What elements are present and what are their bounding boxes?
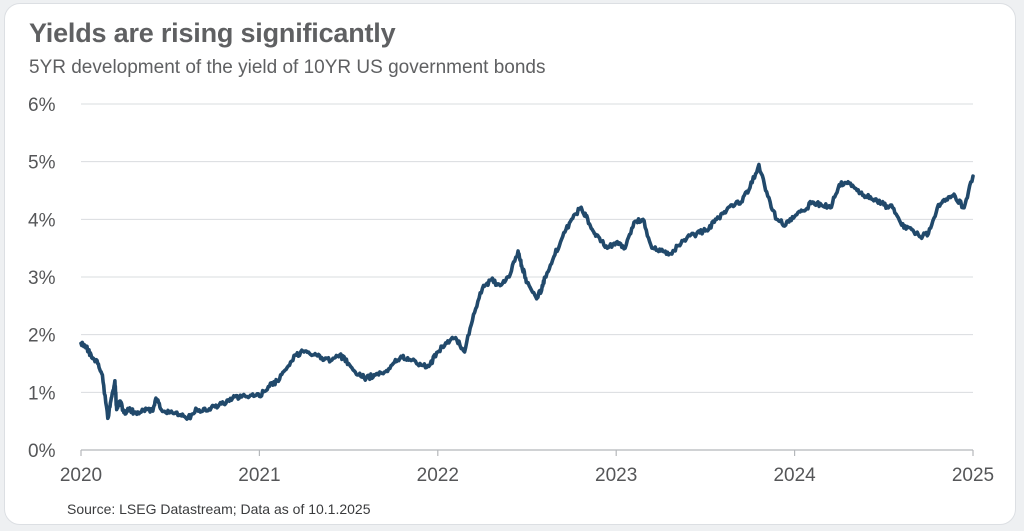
series-group xyxy=(79,162,975,421)
x-tick-label: 2023 xyxy=(595,465,637,486)
y-tick-label: 4% xyxy=(28,210,56,231)
chart-card: Yields are rising significantly 5YR deve… xyxy=(4,3,1016,525)
x-tick-label: 2024 xyxy=(773,465,816,486)
y-tick-label: 0% xyxy=(28,441,56,462)
y-tick-label: 1% xyxy=(28,383,56,404)
x-tick-label: 2020 xyxy=(60,465,102,486)
y-tick-label: 5% xyxy=(28,153,56,174)
chart-subtitle: 5YR development of the yield of 10YR US … xyxy=(29,57,546,78)
yield-series-line xyxy=(79,162,975,421)
chart-title: Yields are rising significantly xyxy=(29,18,396,48)
y-tick-label: 6% xyxy=(28,95,56,116)
y-tick-label: 3% xyxy=(28,268,56,289)
x-tick-label: 2025 xyxy=(952,465,994,486)
x-tick-label: 2022 xyxy=(417,465,459,486)
source-note: Source: LSEG Datastream; Data as of 10.1… xyxy=(67,501,371,517)
y-axis-ticks: 0% 1% 2% 3% 4% 5% 6% xyxy=(28,95,56,462)
x-tick-label: 2021 xyxy=(238,465,280,486)
grid-lines xyxy=(81,103,973,451)
y-tick-label: 2% xyxy=(28,326,56,347)
x-axis-ticks: 2020 2021 2022 2023 2024 2025 xyxy=(60,450,994,486)
